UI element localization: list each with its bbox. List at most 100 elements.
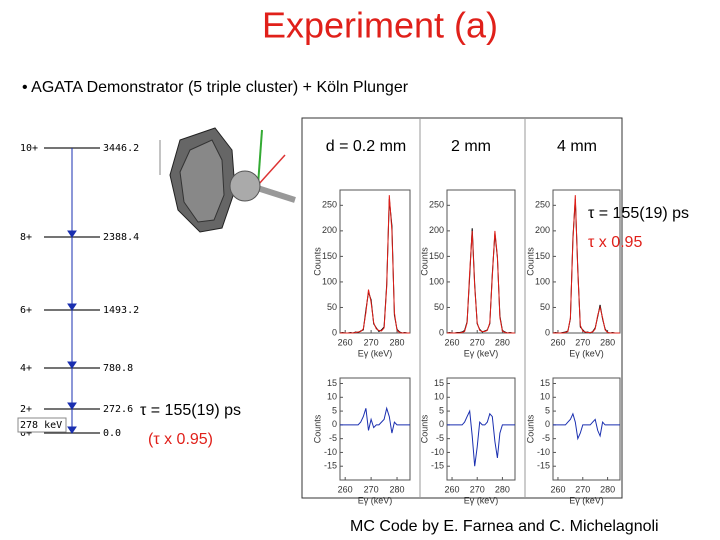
x-axis-label: Eγ (keV) — [569, 348, 604, 358]
y-tick-label: 0 — [545, 419, 550, 429]
x-tick-label: 260 — [338, 337, 353, 347]
x-tick-label: 260 — [445, 484, 460, 494]
level-spin: 8+ — [20, 232, 32, 243]
y-axis-label: Counts — [525, 247, 535, 276]
plot-frame — [552, 377, 621, 481]
plot-frame — [552, 189, 621, 334]
y-tick-label: 250 — [429, 200, 444, 210]
x-tick-label: 280 — [495, 337, 510, 347]
x-tick-label: 280 — [600, 484, 615, 494]
detector-sketch — [159, 127, 296, 233]
annotation-tau: τ = 155(19) ps — [140, 402, 241, 419]
x-tick-label: 270 — [575, 337, 590, 347]
y-tick-label: 200 — [535, 225, 550, 235]
y-axis-label: Counts — [525, 414, 535, 443]
gamma-label-box — [17, 417, 67, 433]
y-axis-label: Counts — [419, 414, 429, 443]
plot-frame — [339, 377, 411, 481]
y-tick-label: 10 — [540, 392, 550, 402]
y-tick-label: -5 — [542, 433, 550, 443]
gamma-arrow — [67, 237, 77, 311]
level-energy: 0.0 — [103, 428, 121, 439]
panel-header: 2 mm — [451, 138, 491, 155]
gamma-label: 278 keV — [20, 420, 62, 431]
y-tick-label: 15 — [540, 378, 550, 388]
level-spin: 2+ — [20, 404, 32, 415]
x-tick-label: 270 — [470, 484, 485, 494]
x-tick-label: 270 — [575, 484, 590, 494]
plot-frame — [446, 377, 516, 481]
y-tick-label: 0 — [332, 327, 337, 337]
x-tick-label: 280 — [390, 337, 405, 347]
level-spin: 4+ — [20, 363, 32, 374]
y-tick-label: 100 — [322, 276, 337, 286]
x-tick-label: 280 — [600, 337, 615, 347]
y-tick-label: -5 — [329, 433, 337, 443]
y-tick-label: 250 — [535, 200, 550, 210]
gamma-arrow — [67, 409, 77, 434]
level-energy: 3446.2 — [103, 143, 139, 154]
level-energy: 272.6 — [103, 404, 133, 415]
x-tick-label: 280 — [495, 484, 510, 494]
y-tick-label: 50 — [434, 302, 444, 312]
y-tick-label: 50 — [540, 302, 550, 312]
x-axis-label: Eγ (keV) — [358, 348, 393, 358]
y-tick-label: 15 — [327, 378, 337, 388]
y-tick-label: 0 — [332, 419, 337, 429]
spectrum-line — [553, 195, 620, 334]
spectrum-line — [340, 406, 410, 434]
x-tick-label: 270 — [364, 484, 379, 494]
y-axis-label: Counts — [312, 247, 322, 276]
x-tick-label: 260 — [550, 337, 565, 347]
panel-header: 4 mm — [557, 138, 597, 155]
y-tick-label: 5 — [439, 405, 444, 415]
x-tick-label: 260 — [338, 484, 353, 494]
y-tick-label: -10 — [324, 447, 337, 457]
x-tick-label: 270 — [364, 337, 379, 347]
y-tick-label: -5 — [436, 433, 444, 443]
y-tick-label: 5 — [332, 405, 337, 415]
y-tick-label: 50 — [327, 302, 337, 312]
y-tick-label: -15 — [431, 461, 444, 471]
legend-scaled: τ x 0.95 — [588, 234, 642, 251]
y-tick-label: -15 — [324, 461, 337, 471]
legend-tau: τ = 155(19) ps — [588, 205, 689, 222]
y-tick-label: 0 — [545, 327, 550, 337]
y-tick-label: -15 — [537, 461, 550, 471]
x-axis-label: Eγ (keV) — [464, 495, 499, 505]
spectrum-line — [553, 412, 620, 441]
y-tick-label: 0 — [439, 419, 444, 429]
panel-frame — [301, 117, 623, 499]
x-tick-label: 260 — [550, 484, 565, 494]
y-tick-label: 200 — [429, 225, 444, 235]
y-tick-label: 150 — [322, 251, 337, 261]
slide-title: Experiment (a) — [262, 5, 498, 46]
footer: MC Code by E. Farnea and C. Michelagnoli — [350, 518, 659, 535]
y-tick-label: 10 — [327, 392, 337, 402]
y-tick-label: 15 — [434, 378, 444, 388]
gamma-arrow — [67, 310, 77, 369]
annotation-scaled: (τ x 0.95) — [148, 431, 213, 448]
y-tick-label: 150 — [429, 251, 444, 261]
level-spin: 6+ — [20, 305, 32, 316]
y-tick-label: 200 — [322, 225, 337, 235]
spectrum-line — [446, 228, 515, 334]
x-tick-label: 260 — [445, 337, 460, 347]
y-tick-label: -10 — [431, 447, 444, 457]
level-spin: 10+ — [20, 143, 38, 154]
spectrum-line — [447, 230, 515, 334]
plot-frame — [339, 189, 411, 334]
y-axis-label: Counts — [312, 414, 322, 443]
x-tick-label: 280 — [390, 484, 405, 494]
y-tick-label: -10 — [537, 447, 550, 457]
spectrum-line — [339, 199, 410, 334]
level-energy: 1493.2 — [103, 305, 139, 316]
level-energy: 2388.4 — [103, 232, 139, 243]
y-tick-label: 100 — [429, 276, 444, 286]
panel-header: d = 0.2 mm — [326, 138, 406, 155]
y-tick-label: 5 — [545, 405, 550, 415]
y-tick-label: 100 — [535, 276, 550, 286]
y-axis-label: Counts — [419, 247, 429, 276]
